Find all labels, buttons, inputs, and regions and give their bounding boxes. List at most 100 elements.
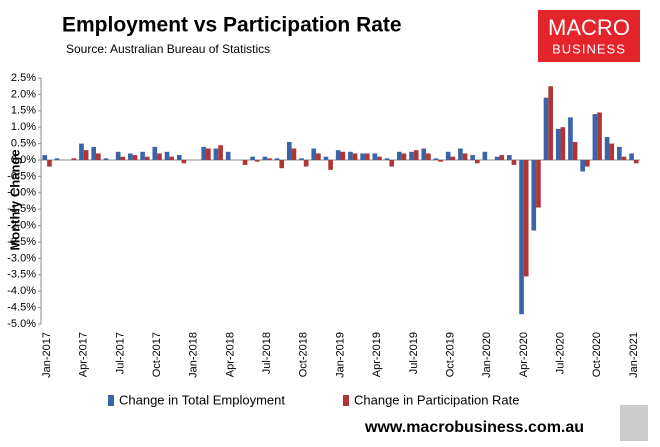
logo-top: MACRO bbox=[548, 15, 630, 40]
chart-title: Employment vs Participation Rate bbox=[62, 14, 402, 37]
bar bbox=[629, 153, 634, 160]
website: www.macrobusiness.com.au bbox=[364, 419, 584, 436]
bar bbox=[181, 160, 187, 164]
bar bbox=[360, 153, 365, 160]
bar bbox=[536, 160, 541, 208]
bar bbox=[494, 156, 500, 160]
y-tick-label: -4.0% bbox=[7, 285, 36, 297]
bar bbox=[450, 156, 456, 160]
bar bbox=[364, 153, 370, 160]
bar bbox=[474, 160, 480, 164]
y-tick-label: -5.0% bbox=[7, 318, 36, 330]
bar bbox=[242, 160, 248, 165]
legend-label: Change in Total Employment bbox=[119, 392, 285, 407]
bar bbox=[267, 158, 272, 160]
bar bbox=[140, 151, 145, 160]
bar bbox=[617, 146, 622, 160]
y-tick-label: -3.0% bbox=[7, 252, 36, 264]
x-tick-label: Jan-2018 bbox=[188, 332, 200, 378]
x-tick-label: Oct-2020 bbox=[591, 332, 603, 377]
bar bbox=[413, 150, 419, 160]
bar bbox=[291, 148, 297, 160]
bar bbox=[262, 156, 268, 160]
bar bbox=[250, 156, 255, 160]
bar bbox=[377, 156, 382, 160]
bar bbox=[286, 141, 292, 160]
bar bbox=[279, 160, 285, 169]
bar bbox=[144, 156, 150, 160]
x-tick-label: Jan-2017 bbox=[41, 332, 53, 378]
bar bbox=[303, 160, 309, 167]
x-tick-label: Apr-2017 bbox=[78, 332, 90, 377]
x-tick-label: Apr-2018 bbox=[224, 332, 236, 377]
legend-swatch bbox=[108, 395, 114, 406]
bar bbox=[352, 153, 358, 160]
wolf-icon bbox=[620, 405, 648, 441]
y-axis-label: Monthly Change bbox=[7, 149, 22, 250]
bar bbox=[176, 155, 182, 160]
logo-bottom: BUSINESS bbox=[552, 41, 626, 56]
bar bbox=[311, 148, 317, 160]
bar bbox=[83, 150, 89, 160]
bar bbox=[120, 156, 126, 160]
bar bbox=[340, 151, 346, 160]
bar bbox=[531, 160, 537, 231]
bar bbox=[548, 86, 553, 160]
bar bbox=[71, 158, 77, 160]
bar bbox=[401, 153, 407, 160]
bar bbox=[201, 146, 207, 160]
y-tick-label: 0.0% bbox=[11, 154, 36, 166]
legend-swatch bbox=[343, 395, 349, 406]
bar bbox=[157, 153, 162, 160]
bar bbox=[506, 155, 512, 160]
y-tick-label: -2.0% bbox=[7, 220, 36, 232]
bar bbox=[462, 153, 468, 160]
bar bbox=[438, 160, 443, 162]
bar bbox=[482, 151, 488, 160]
y-tick-label: 2.0% bbox=[11, 88, 36, 100]
bar bbox=[169, 156, 175, 160]
x-tick-label: Oct-2017 bbox=[151, 332, 163, 377]
y-tick-label: 1.0% bbox=[11, 121, 36, 133]
bar bbox=[389, 160, 395, 167]
x-tick-label: Oct-2019 bbox=[444, 332, 456, 377]
bar bbox=[328, 160, 333, 170]
bar bbox=[96, 153, 101, 160]
bar bbox=[592, 114, 598, 160]
bar bbox=[152, 146, 158, 160]
bar bbox=[316, 153, 321, 160]
bar bbox=[568, 117, 573, 160]
bar bbox=[604, 137, 610, 160]
x-tick-label: Jul-2019 bbox=[408, 332, 420, 374]
bar bbox=[47, 160, 52, 167]
bar bbox=[348, 151, 353, 160]
bar bbox=[323, 156, 329, 160]
bar bbox=[433, 158, 439, 160]
bar bbox=[335, 150, 341, 160]
bar bbox=[445, 151, 451, 160]
bar bbox=[426, 153, 431, 160]
x-tick-label: Jan-2019 bbox=[334, 332, 346, 378]
bar bbox=[409, 151, 414, 160]
bar bbox=[609, 143, 615, 160]
x-tick-label: Apr-2020 bbox=[518, 332, 530, 377]
bar bbox=[254, 160, 260, 162]
y-tick-label: -3.5% bbox=[7, 269, 36, 281]
bar bbox=[621, 156, 627, 160]
bar bbox=[213, 148, 219, 160]
bar bbox=[421, 148, 427, 160]
bar bbox=[511, 160, 517, 165]
x-tick-label: Jul-2018 bbox=[261, 332, 273, 374]
bar bbox=[115, 151, 121, 160]
bar bbox=[299, 158, 304, 160]
bar bbox=[54, 158, 60, 160]
x-tick-label: Jul-2017 bbox=[114, 332, 126, 374]
bar bbox=[218, 145, 223, 160]
y-tick-label: -4.5% bbox=[7, 302, 36, 314]
y-tick-label: -1.0% bbox=[7, 187, 36, 199]
logo-box bbox=[538, 10, 640, 62]
y-tick-label: -1.5% bbox=[7, 203, 36, 215]
bar bbox=[458, 148, 463, 160]
